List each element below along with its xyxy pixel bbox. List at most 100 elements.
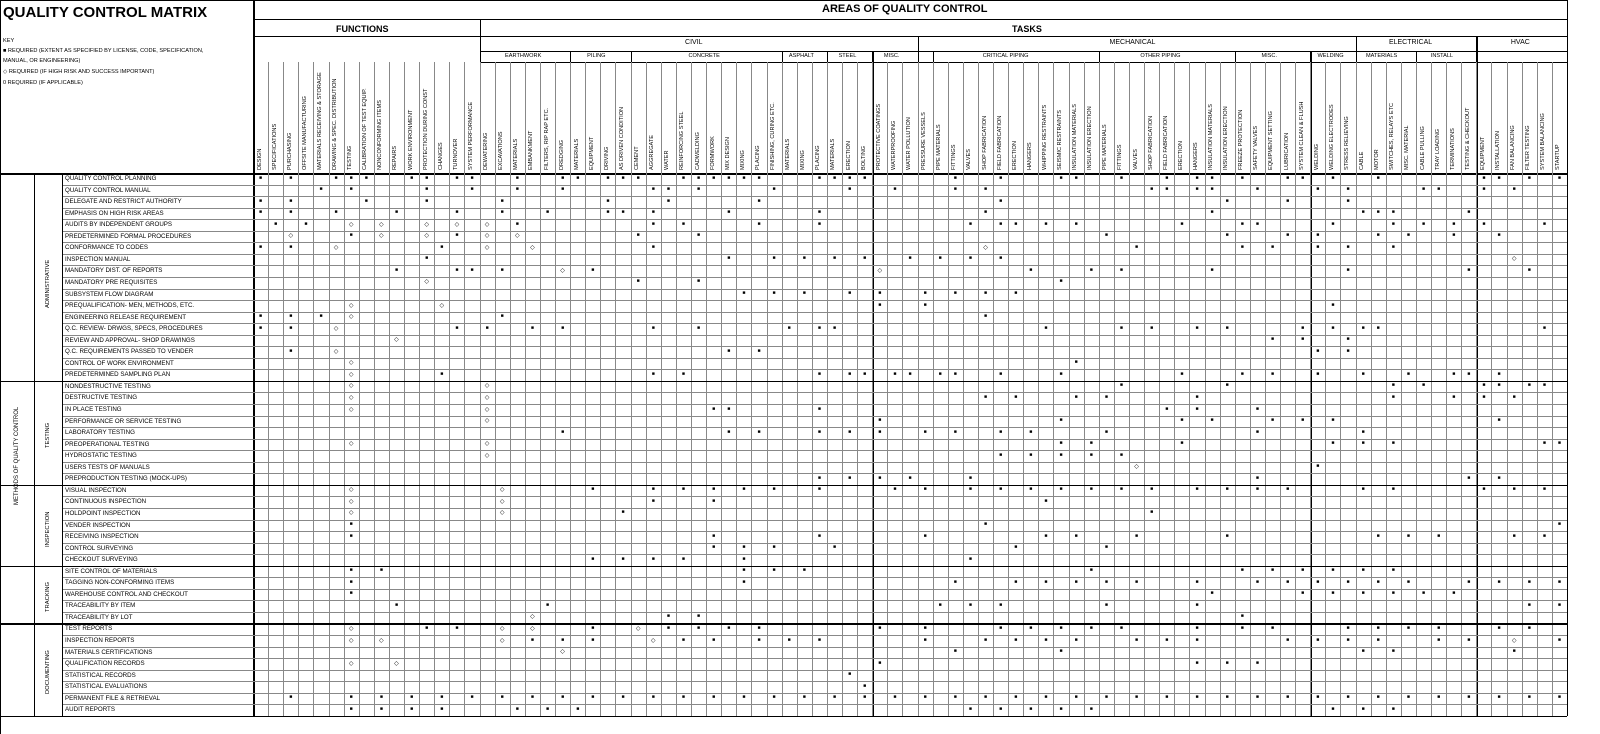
required-mark: ■ (651, 555, 655, 562)
required-mark: ■ (1376, 578, 1380, 585)
required-mark: ■ (425, 174, 429, 181)
required-mark: ■ (772, 694, 776, 701)
required-mark: ■ (1044, 532, 1048, 539)
high-risk-mark: ◇ (484, 233, 490, 240)
required-mark: ■ (1331, 590, 1335, 597)
required-mark: ■ (983, 209, 988, 216)
required-mark: ■ (727, 174, 731, 181)
required-mark: ■ (1089, 440, 1093, 447)
group-label: MATERIALS (1365, 53, 1398, 59)
row-line (62, 646, 1567, 648)
high-risk-mark: ◇ (379, 637, 384, 644)
required-mark: ■ (1437, 624, 1441, 631)
required-mark: ■ (1180, 370, 1184, 377)
section-label: DOCUMENTING (45, 650, 51, 694)
column-line (1491, 62, 1492, 716)
column-header: NONCONFORMING ITEMS (377, 100, 384, 170)
required-mark: ■ (1301, 174, 1305, 181)
required-mark: ■ (1059, 451, 1063, 458)
required-mark: ■ (1240, 220, 1244, 227)
column-line (1461, 62, 1462, 716)
frame-left (0, 0, 1, 734)
column-header: SHOP FABRICATION (981, 115, 988, 170)
required-mark: ■ (455, 232, 459, 239)
required-mark: ■ (274, 220, 278, 227)
row-label: SUBSYSTEM FLOW DIAGRAM (65, 290, 154, 298)
required-mark: ■ (1195, 186, 1199, 193)
discipline-divider (917, 51, 1356, 52)
column-header: PROTECTION DURING CONST (422, 88, 429, 170)
required-mark: ■ (1376, 324, 1380, 331)
required-mark: ■ (576, 174, 580, 181)
group-divider (872, 62, 918, 63)
required-mark: ■ (983, 290, 988, 296)
required-mark: ■ (1557, 601, 1561, 608)
required-mark: ■ (1195, 624, 1199, 631)
required-mark: ■ (1044, 220, 1048, 227)
required-mark: ■ (1301, 324, 1305, 331)
required-mark: ■ (349, 694, 353, 701)
required-mark: ■ (1150, 509, 1154, 516)
required-mark: ■ (1421, 186, 1426, 193)
high-risk-mark: ◇ (484, 441, 490, 448)
required-mark: ■ (349, 578, 353, 585)
required-mark: ■ (1527, 624, 1531, 631)
required-mark: ■ (697, 186, 701, 193)
column-line (1280, 62, 1281, 716)
required-mark: ■ (923, 624, 927, 631)
group-divider (826, 62, 873, 63)
required-mark: ■ (1452, 590, 1456, 597)
key-line-1: ■ REQUIRED (EXTENT AS SPECIFIED BY LICEN… (3, 48, 204, 54)
row-label: QUALIFICATION RECORDS (65, 660, 145, 668)
required-mark: ■ (425, 197, 429, 204)
required-mark: ■ (817, 209, 821, 216)
required-mark: ■ (742, 174, 746, 181)
required-mark: ■ (1255, 405, 1259, 412)
required-mark: ■ (1029, 705, 1033, 712)
high-risk-mark: ◇ (379, 233, 384, 240)
column-line (1068, 62, 1070, 716)
required-mark: ■ (742, 567, 746, 574)
required-mark: ■ (953, 186, 957, 193)
required-mark: ■ (1391, 393, 1395, 400)
required-mark: ■ (470, 694, 474, 701)
required-mark: ■ (606, 174, 610, 181)
required-mark: ■ (968, 705, 972, 712)
areas-divider (253, 19, 1567, 20)
required-mark: ■ (349, 232, 353, 239)
required-mark: ■ (410, 705, 414, 712)
required-mark: ■ (757, 347, 761, 354)
required-mark: ■ (999, 220, 1003, 227)
section-label: INSPECTION (45, 511, 51, 548)
column-line (268, 62, 269, 716)
required-mark: ■ (802, 290, 806, 296)
required-mark: ■ (1225, 659, 1229, 666)
required-mark: ■ (651, 497, 655, 504)
required-mark: ■ (832, 694, 836, 701)
column-header: AS DRIVEN CONDITION (619, 106, 626, 170)
required-mark: ■ (470, 174, 474, 181)
required-mark: ■ (968, 255, 972, 262)
required-mark: ■ (1255, 694, 1259, 701)
required-mark: ■ (500, 209, 504, 216)
high-risk-mark: ◇ (1511, 637, 1517, 644)
required-mark: ■ (1029, 486, 1033, 493)
row-line (62, 519, 1567, 520)
column-line (1431, 62, 1432, 716)
required-mark: ■ (953, 428, 957, 435)
group-divider (932, 62, 1099, 63)
required-mark: ■ (500, 313, 504, 320)
column-header: FINISHING, CURING ETC. (770, 102, 777, 170)
column-header: CABLE (1359, 151, 1366, 170)
column-header: OFFSITE MANUFACTURING (301, 96, 308, 170)
discipline-divider (1476, 51, 1567, 52)
required-mark: ■ (606, 197, 610, 204)
required-mark: ■ (1255, 186, 1259, 193)
row-line (62, 542, 1567, 544)
required-mark: ■ (968, 555, 972, 562)
row-line (62, 323, 1567, 324)
high-risk-mark: ◇ (454, 221, 460, 228)
required-mark: ■ (1331, 220, 1335, 227)
required-mark: ■ (863, 370, 867, 377)
column-header: DRIVING (603, 146, 610, 170)
